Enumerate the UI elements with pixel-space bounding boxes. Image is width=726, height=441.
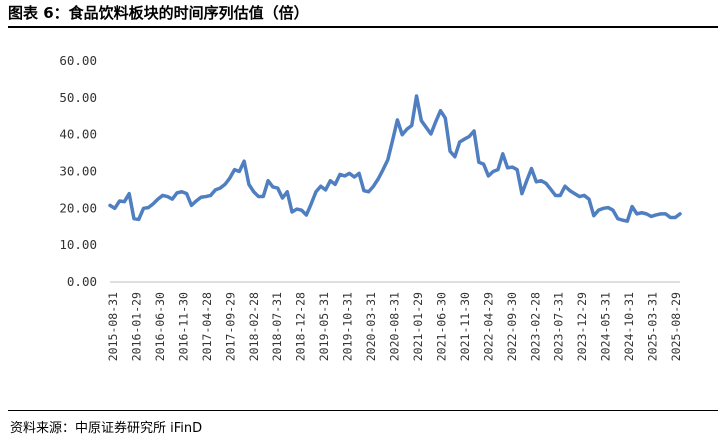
x-tick-label: 2016-01-29 xyxy=(129,292,143,361)
x-tick-label: 2019-10-31 xyxy=(341,292,355,361)
top-rule xyxy=(8,26,718,28)
figure-title: 图表 6：食品饮料板块的时间序列估值（倍） xyxy=(8,4,309,22)
figure-source: 资料来源：中原证券研究所 iFinD xyxy=(10,421,203,436)
series-line xyxy=(108,94,682,223)
x-tick-label: 2021-06-30 xyxy=(434,292,448,361)
y-tick-label: 10.00 xyxy=(59,237,97,252)
x-tick-label: 2015-08-31 xyxy=(106,292,120,361)
y-tick-label: 60.00 xyxy=(59,53,97,68)
x-tick-label: 2018-07-31 xyxy=(270,292,284,361)
x-tick-label: 2021-01-29 xyxy=(411,292,425,361)
x-tick-label: 2018-12-28 xyxy=(294,292,308,361)
y-tick-label: 40.00 xyxy=(59,127,97,142)
x-tick-label: 2024-10-31 xyxy=(622,292,636,361)
x-axis-ticks: 2015-08-31 2016-01-29 2016-06-30 2016-11-30… xyxy=(106,292,683,361)
x-tick-label: 2024-05-31 xyxy=(599,292,613,361)
x-tick-label: 2016-06-30 xyxy=(153,292,167,361)
bottom-rule xyxy=(8,410,718,411)
x-tick-label: 2017-04-28 xyxy=(200,292,214,361)
y-tick-label: 20.00 xyxy=(59,200,97,215)
x-tick-label: 2023-02-28 xyxy=(528,292,542,361)
x-tick-label: 2016-11-30 xyxy=(176,292,190,361)
x-tick-label: 2023-12-29 xyxy=(575,292,589,361)
x-tick-label: 2025-03-31 xyxy=(646,292,660,361)
y-tick-label: 30.00 xyxy=(59,164,97,179)
x-tick-label: 2018-02-28 xyxy=(247,292,261,361)
x-tick-label: 2020-03-31 xyxy=(364,292,378,361)
x-tick-label: 2019-05-31 xyxy=(317,292,331,361)
x-tick-label: 2023-07-31 xyxy=(552,292,566,361)
y-tick-label: 0.00 xyxy=(67,274,97,289)
x-tick-label: 2017-09-29 xyxy=(223,292,237,361)
x-tick-label: 2021-11-30 xyxy=(458,292,472,361)
y-tick-label: 50.00 xyxy=(59,90,97,105)
x-tick-label: 2022-09-30 xyxy=(505,292,519,361)
y-axis-ticks: 0.00 10.00 20.00 30.00 40.00 50.00 60.00 xyxy=(59,53,97,289)
x-tick-label: 2020-08-31 xyxy=(388,292,402,361)
x-tick-label: 2022-04-29 xyxy=(481,292,495,361)
x-tick-label: 2025-08-29 xyxy=(669,292,683,361)
